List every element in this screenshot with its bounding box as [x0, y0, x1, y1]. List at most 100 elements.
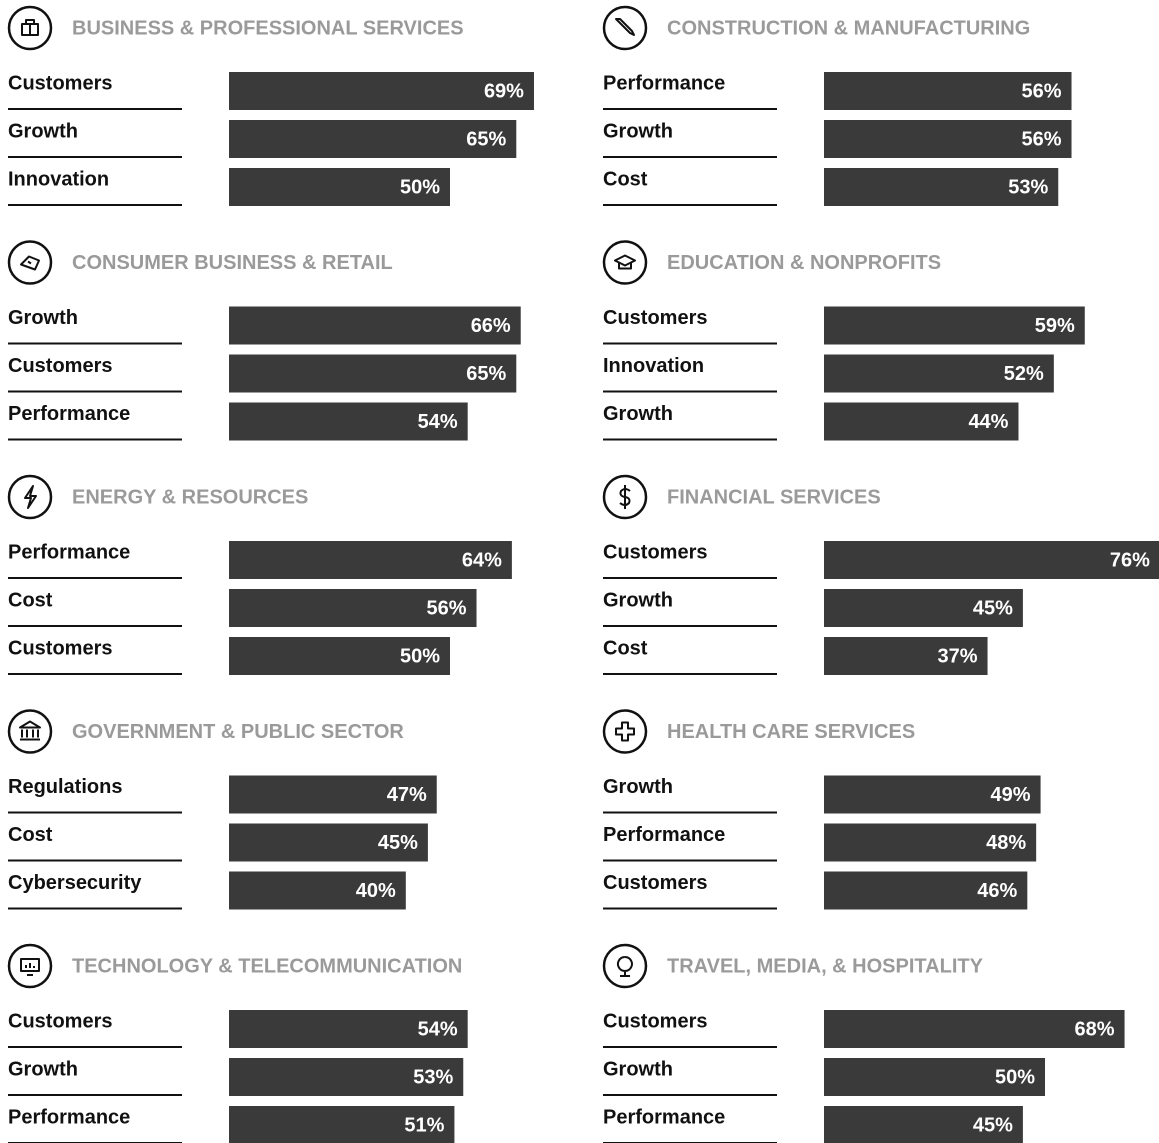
bar [229, 120, 517, 158]
section: BUSINESS & PROFESSIONAL SERVICES Customer… [7, 5, 534, 206]
bar [229, 168, 450, 206]
value-label: 46% [977, 880, 1017, 902]
category-label: Cost [603, 637, 648, 659]
icon [19, 720, 41, 741]
icon [615, 721, 635, 742]
bar [229, 775, 437, 814]
category-label: Growth [603, 776, 673, 798]
category-label: Performance [8, 1106, 130, 1128]
category-label: Innovation [603, 355, 704, 377]
icon-ring [7, 240, 53, 285]
category-label: Customers [603, 307, 707, 329]
section: TRAVEL, MEDIA, & HOSPITALITY Customers 68%… [602, 943, 1125, 1143]
category-label: Growth [603, 1058, 673, 1080]
value-label: 65% [466, 128, 506, 150]
value-label: 40% [356, 880, 396, 902]
section: TECHNOLOGY & TELECOMMUNICATION Customers 5… [7, 943, 468, 1143]
bar [824, 775, 1041, 814]
bar [229, 823, 428, 862]
icon [619, 485, 631, 509]
value-label: 53% [1008, 176, 1048, 198]
icon-ring [7, 943, 53, 989]
bar [229, 637, 450, 675]
bar [824, 306, 1085, 345]
value-label: 53% [413, 1066, 453, 1088]
bar [824, 120, 1072, 158]
category-label: Cost [8, 589, 53, 611]
section: ENERGY & RESOURCES Performance 64% Cost 56% C… [7, 474, 512, 675]
section-title: CONSTRUCTION & MANUFACTURING [667, 17, 1030, 39]
section: GOVERNMENT & PUBLIC SECTOR Regulations 47%… [7, 709, 437, 910]
value-label: 45% [973, 1114, 1013, 1136]
bar [824, 541, 1159, 579]
bar [229, 589, 477, 627]
icon-ring [7, 474, 53, 520]
bar [229, 541, 512, 579]
category-label: Performance [8, 403, 130, 425]
bar [824, 871, 1028, 910]
icon [21, 19, 39, 36]
section-title: BUSINESS & PROFESSIONAL SERVICES [72, 17, 464, 39]
category-label: Performance [603, 1106, 725, 1128]
bar [824, 354, 1054, 393]
icon-ring [602, 709, 648, 754]
value-label: 56% [1021, 128, 1061, 150]
bar [824, 402, 1019, 441]
icon [20, 255, 40, 271]
category-label: Performance [603, 72, 725, 94]
value-label: 64% [462, 549, 502, 571]
category-label: Customers [603, 872, 707, 894]
bar [824, 823, 1037, 862]
value-label: 48% [986, 832, 1026, 854]
section: EDUCATION & NONPROFITS Customers 59% Innova… [602, 240, 1085, 441]
value-label: 44% [968, 411, 1008, 433]
section: FINANCIAL SERVICES Customers 76% Growth 45% C… [602, 474, 1159, 675]
icon-ring [7, 5, 53, 51]
icon-ring [602, 240, 648, 285]
value-label: 45% [973, 597, 1013, 619]
value-label: 69% [484, 80, 524, 102]
category-label: Growth [603, 120, 673, 142]
bar [824, 72, 1072, 110]
icon [615, 18, 635, 36]
category-label: Growth [603, 403, 673, 425]
section: HEALTH CARE SERVICES Growth 49% Performance… [602, 709, 1041, 910]
category-label: Cost [8, 824, 53, 846]
bar [229, 1010, 468, 1048]
icon [24, 485, 37, 509]
section-title: TECHNOLOGY & TELECOMMUNICATION [72, 955, 462, 977]
value-label: 54% [418, 411, 458, 433]
value-label: 54% [418, 1018, 458, 1040]
bar [229, 1058, 464, 1096]
category-label: Cost [603, 168, 648, 190]
section: CONSTRUCTION & MANUFACTURING Performance 5… [602, 5, 1072, 206]
icon [20, 958, 40, 976]
section: CONSUMER BUSINESS & RETAIL Growth 66% Custo… [7, 240, 521, 441]
section-title: ENERGY & RESOURCES [72, 486, 308, 508]
category-label: Cybersecurity [8, 872, 142, 894]
category-label: Customers [8, 72, 112, 94]
icon-ring [602, 474, 648, 520]
value-label: 76% [1110, 549, 1150, 571]
value-label: 68% [1075, 1018, 1115, 1040]
bar [824, 589, 1023, 627]
value-label: 45% [378, 832, 418, 854]
value-label: 50% [400, 176, 440, 198]
value-label: 37% [938, 645, 978, 667]
value-label: 50% [995, 1066, 1035, 1088]
bar [824, 1058, 1045, 1096]
category-label: Innovation [8, 168, 109, 190]
bar [824, 1106, 1023, 1143]
value-label: 51% [404, 1114, 444, 1136]
icon-ring [602, 943, 648, 989]
category-label: Growth [8, 307, 78, 329]
value-label: 56% [426, 597, 466, 619]
value-label: 49% [991, 784, 1031, 806]
section-title: GOVERNMENT & PUBLIC SECTOR [72, 721, 404, 743]
bar [229, 306, 521, 345]
value-label: 52% [1004, 363, 1044, 385]
category-label: Growth [8, 1058, 78, 1080]
icon [614, 254, 636, 270]
category-label: Performance [603, 824, 725, 846]
